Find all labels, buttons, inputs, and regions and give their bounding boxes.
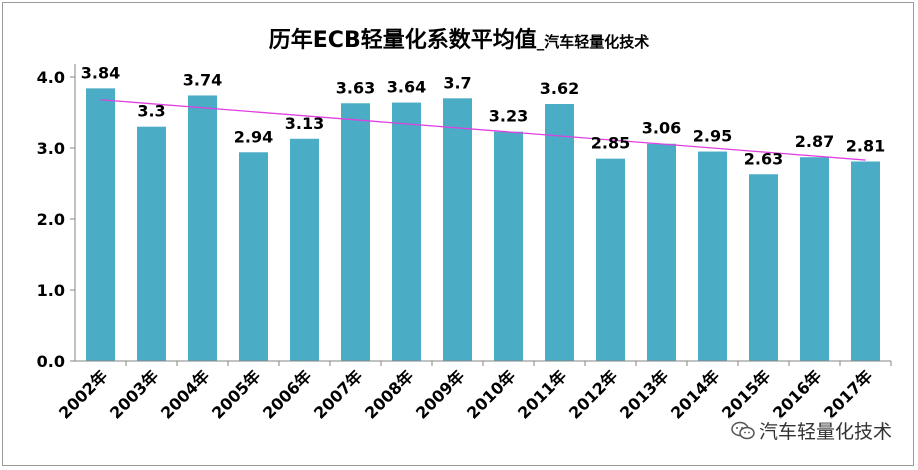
bar	[443, 98, 472, 362]
bar	[698, 151, 727, 361]
data-label: 3.23	[489, 107, 528, 126]
x-tick-label: 2015年	[718, 366, 774, 422]
bar	[392, 102, 421, 361]
bars	[86, 88, 880, 362]
data-label: 3.7	[443, 73, 471, 92]
y-tick-label: 2.0	[37, 210, 65, 229]
x-tick-label: 2012年	[565, 366, 621, 422]
x-tick-label: 2005年	[208, 366, 264, 422]
data-label: 2.63	[744, 149, 783, 168]
data-label: 3.63	[336, 78, 375, 97]
watermark: 汽车轻量化技术	[728, 417, 894, 444]
bar	[494, 131, 523, 361]
bar	[749, 174, 778, 361]
y-axis-labels: 0.0 1.0 2.0 3.0 4.0	[37, 68, 65, 371]
bar	[239, 152, 268, 361]
y-tick-label: 3.0	[37, 139, 65, 158]
chart-title: 历年ECB轻量化系数平均值_汽车轻量化技术	[269, 27, 649, 53]
data-label: 3.74	[183, 70, 222, 89]
x-tick-label: 2003年	[106, 366, 162, 422]
data-label: 3.13	[285, 114, 324, 133]
x-tick-label: 2007年	[310, 366, 366, 422]
chart-title-sub: _汽车轻量化技术	[537, 33, 650, 51]
x-tick-label: 2013年	[616, 366, 672, 422]
x-tick-label: 2016年	[769, 366, 825, 422]
data-label: 2.81	[846, 136, 885, 155]
x-tick-label: 2004年	[157, 366, 213, 422]
bar	[647, 143, 676, 361]
bar	[851, 161, 880, 361]
watermark-text: 汽车轻量化技术	[758, 421, 892, 443]
data-labels: 3.84 3.3 3.74 2.94 3.13 3.63 3.64 3.7 3.23 3.62 2.…	[81, 63, 885, 168]
bar	[800, 157, 829, 361]
chart-title-main: 历年ECB轻量化系数平均值	[269, 27, 537, 53]
bar	[596, 158, 625, 361]
x-tick-label: 2010年	[463, 366, 519, 422]
x-tick-label: 2011年	[514, 366, 570, 422]
x-tick-label: 2014年	[667, 366, 723, 422]
data-label: 3.64	[387, 78, 426, 97]
x-tick-label: 2002年	[55, 366, 111, 422]
x-axis-labels: 2002年2003年2004年2005年2006年2007年2008年2009年…	[55, 366, 876, 422]
data-label: 2.95	[693, 127, 732, 146]
bar	[341, 103, 370, 362]
data-label: 2.94	[234, 127, 273, 146]
bar	[545, 103, 574, 361]
axis-ticks	[70, 76, 892, 366]
data-label: 3.84	[81, 63, 120, 82]
data-label: 2.85	[591, 134, 630, 153]
y-tick-label: 4.0	[37, 68, 65, 87]
bar	[137, 126, 166, 361]
bar	[290, 138, 319, 361]
y-tick-label: 0.0	[37, 352, 65, 371]
bar	[86, 88, 115, 362]
data-label: 2.87	[795, 132, 834, 151]
y-tick-label: 1.0	[37, 281, 65, 300]
x-tick-label: 2009年	[412, 366, 468, 422]
x-tick-label: 2008年	[361, 366, 417, 422]
wechat-icon	[731, 421, 755, 439]
trendline	[100, 99, 866, 161]
x-tick-label: 2017年	[820, 366, 876, 422]
x-tick-label: 2006年	[259, 366, 315, 422]
data-label: 3.62	[540, 79, 579, 98]
data-label: 3.3	[137, 102, 165, 121]
data-label: 3.06	[642, 119, 681, 138]
bar	[188, 95, 217, 362]
